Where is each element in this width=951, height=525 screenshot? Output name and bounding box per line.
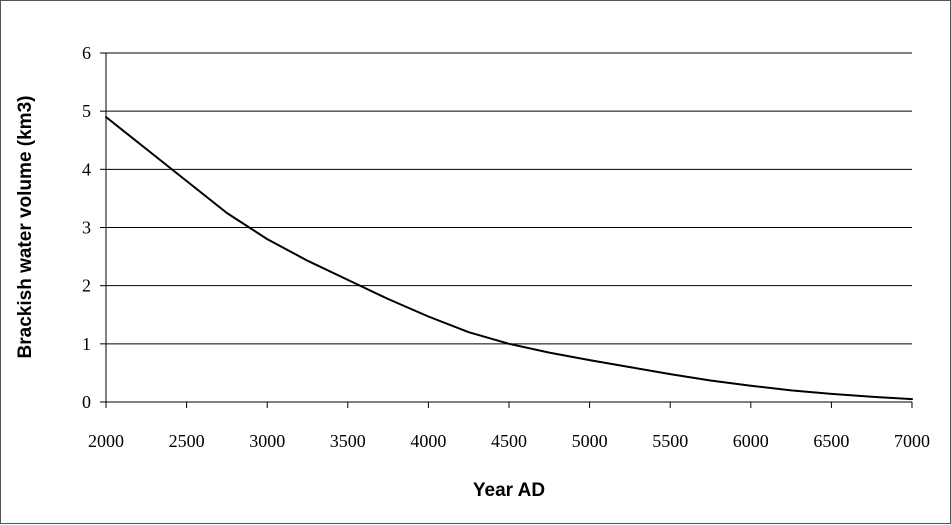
x-tick-label: 2000 — [88, 431, 124, 451]
y-tick-label: 0 — [82, 392, 91, 412]
x-tick-labels: 2000 2500 3000 3500 4000 4500 5000 5500 6000 6500… — [88, 431, 930, 451]
y-tick-labels: 0 1 2 3 4 5 6 — [82, 43, 91, 412]
series-line-0 — [105, 116, 913, 401]
x-tick-label: 5500 — [652, 431, 688, 451]
series-layer — [105, 116, 913, 401]
x-tick-label: 6000 — [733, 431, 769, 451]
y-tick-label: 6 — [82, 43, 91, 63]
x-tick-label: 5000 — [572, 431, 608, 451]
x-tick-label: 4000 — [410, 431, 446, 451]
y-tick-label: 4 — [82, 159, 91, 179]
x-axis-title: Year AD — [473, 480, 545, 501]
x-tick-label: 2500 — [169, 431, 205, 451]
y-tick-label: 3 — [82, 218, 91, 238]
x-tick-label: 3000 — [249, 431, 285, 451]
y-tick-label: 5 — [82, 101, 91, 121]
gridlines — [106, 52, 912, 345]
x-tick-label: 3500 — [330, 431, 366, 451]
x-tick-label: 7000 — [894, 431, 930, 451]
y-axis-title: Brackish water volume (km3) — [15, 96, 36, 359]
y-tick-label: 1 — [82, 334, 91, 354]
x-tick-label: 4500 — [491, 431, 527, 451]
axes — [100, 52, 913, 408]
x-tick-label: 6500 — [813, 431, 849, 451]
y-tick-label: 2 — [82, 276, 91, 296]
